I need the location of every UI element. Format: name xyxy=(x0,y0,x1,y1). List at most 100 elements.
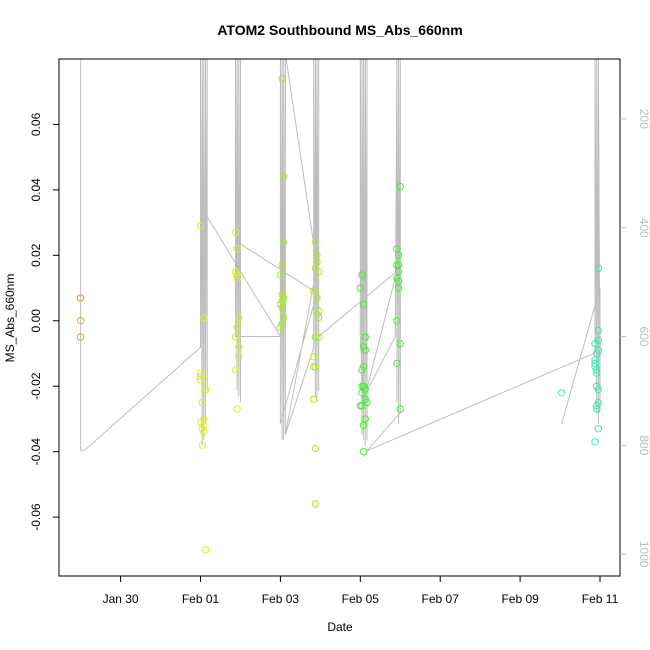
series-group xyxy=(356,182,404,456)
data-point xyxy=(311,238,320,246)
data-point xyxy=(200,372,208,381)
data-point xyxy=(233,323,241,331)
x-tick-label: Feb 01 xyxy=(182,592,220,606)
chart-title: ATOM2 Southbound MS_Abs_660nm xyxy=(217,22,462,38)
data-point xyxy=(394,251,403,260)
data-point xyxy=(396,182,404,191)
data-point xyxy=(231,228,240,237)
data-point xyxy=(593,402,601,410)
data-point xyxy=(591,438,599,446)
data-point xyxy=(310,353,318,361)
data-point xyxy=(196,222,205,230)
data-point xyxy=(280,173,288,181)
data-point xyxy=(235,353,243,361)
series-group xyxy=(276,74,323,508)
track-layer xyxy=(80,59,601,452)
right-tick-label: 200 xyxy=(637,109,650,129)
series-group xyxy=(76,294,85,341)
data-point xyxy=(310,395,318,403)
data-point xyxy=(76,317,85,325)
data-point xyxy=(280,238,288,246)
data-point xyxy=(196,372,205,381)
data-point xyxy=(315,268,323,276)
data-point xyxy=(231,333,240,341)
right-tick-label: 1000 xyxy=(637,541,650,568)
data-point xyxy=(233,245,241,253)
data-point xyxy=(201,385,210,394)
data-point xyxy=(594,425,603,433)
y-axis: -0.06 -0.04 -0.02 0.00 0.02 0.04 0.06 xyxy=(29,112,59,531)
data-point xyxy=(358,389,366,397)
right-tick-label: 400 xyxy=(637,218,650,238)
data-point xyxy=(359,421,368,430)
data-point xyxy=(233,274,241,282)
data-point xyxy=(591,359,599,367)
y-tick-label: 0.04 xyxy=(29,178,43,202)
data-point xyxy=(311,500,320,508)
x-tick-label: Feb 07 xyxy=(422,592,460,606)
data-point xyxy=(235,313,243,322)
data-point xyxy=(358,402,366,410)
data-point xyxy=(361,415,369,423)
data-point xyxy=(393,359,401,367)
data-point xyxy=(396,340,404,348)
points-layer xyxy=(76,74,603,554)
data-point xyxy=(233,271,241,279)
data-point xyxy=(593,369,601,377)
data-point xyxy=(276,271,285,279)
x-tick-label: Feb 03 xyxy=(262,592,300,606)
data-point xyxy=(361,346,369,354)
x-tick-label: Feb 05 xyxy=(342,592,380,606)
data-point xyxy=(310,287,318,295)
data-point xyxy=(233,405,241,413)
data-point xyxy=(393,245,401,253)
data-point xyxy=(593,366,601,374)
data-point xyxy=(358,271,366,279)
data-point xyxy=(311,362,320,371)
data-point xyxy=(278,74,286,83)
data-point xyxy=(361,333,369,341)
data-point xyxy=(359,448,368,456)
data-point xyxy=(315,333,323,341)
y-tick-label: 0.06 xyxy=(29,112,43,136)
data-point xyxy=(594,385,603,394)
data-point xyxy=(311,444,320,453)
data-point xyxy=(359,300,368,309)
data-point xyxy=(200,421,208,430)
data-point xyxy=(76,333,85,341)
depth-track-line xyxy=(80,59,601,452)
data-point xyxy=(594,326,603,335)
x-tick-label: Jan 30 xyxy=(103,592,139,606)
data-point xyxy=(235,343,243,351)
data-point xyxy=(276,323,285,331)
right-tick-label: 800 xyxy=(637,435,650,455)
y-tick-label: -0.04 xyxy=(29,438,43,466)
data-point xyxy=(394,268,403,276)
data-point xyxy=(593,405,601,413)
data-point xyxy=(558,389,566,397)
data-point xyxy=(311,333,320,341)
data-point xyxy=(231,366,240,374)
data-point xyxy=(76,294,85,302)
x-tick-label: Feb 11 xyxy=(582,592,619,606)
data-point xyxy=(594,264,603,273)
y-axis-label: MS_Abs_660nm xyxy=(3,274,17,363)
right-axis: 200 400 600 800 1000 xyxy=(620,109,650,568)
x-tick-label: Feb 09 xyxy=(501,592,539,606)
data-point xyxy=(200,313,208,322)
x-axis-label: Date xyxy=(327,620,353,634)
series-group xyxy=(558,264,603,446)
data-point xyxy=(394,284,403,292)
x-axis: Jan 30 Feb 01 Feb 03 Feb 05 Feb 07 Feb 09 Feb … xyxy=(103,576,619,606)
data-point xyxy=(315,313,323,322)
y-tick-label: 0.02 xyxy=(29,243,43,267)
data-point xyxy=(201,546,210,554)
data-point xyxy=(393,317,401,325)
data-point xyxy=(358,366,366,374)
data-point xyxy=(594,336,603,345)
data-point xyxy=(198,441,206,449)
data-point xyxy=(396,405,404,413)
series-group xyxy=(196,222,243,554)
right-tick-label: 600 xyxy=(637,327,650,347)
